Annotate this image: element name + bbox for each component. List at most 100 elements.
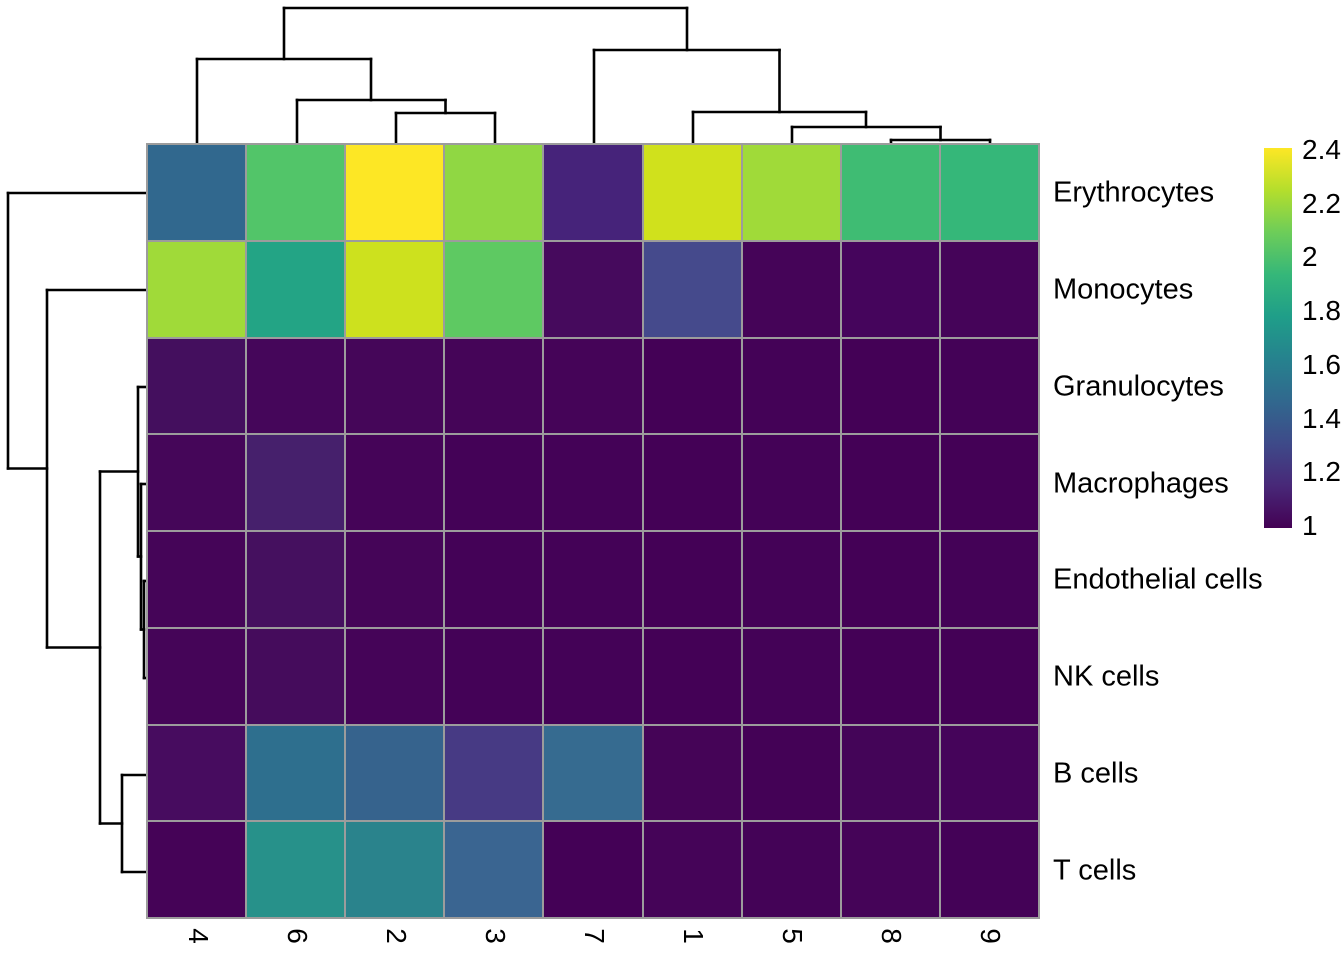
heatmap-cell [841, 435, 939, 530]
heatmap-cell [940, 628, 1038, 724]
heatmap-cell [841, 532, 939, 627]
heatmap-cell [148, 628, 246, 724]
heatmap-cell [247, 338, 345, 434]
colorbar-tick-label: 1.8 [1302, 295, 1341, 327]
heatmap-cell [841, 628, 939, 724]
heatmap-cell [643, 628, 741, 724]
heatmap-cell [742, 435, 840, 530]
heatmap-cell [643, 145, 741, 240]
heatmap-cell [742, 725, 840, 821]
heatmap-cell [247, 725, 345, 821]
heatmap-cell [742, 338, 840, 434]
heatmap-cell [544, 532, 642, 627]
column-label: 9 [975, 928, 1007, 944]
heatmap-cell [148, 532, 246, 627]
heatmap-cell [247, 435, 345, 530]
column-dendrogram [195, 6, 992, 147]
heatmap-cell [643, 725, 741, 821]
heatmap-cell [841, 145, 939, 240]
heatmap-cell [544, 435, 642, 530]
colorbar-tick-label: 2.4 [1302, 134, 1341, 165]
column-label: 8 [876, 928, 908, 944]
heatmap-cell [445, 725, 543, 821]
column-label: 1 [678, 928, 710, 944]
row-dendrogram [6, 191, 150, 874]
heatmap-cell [742, 145, 840, 240]
heatmap-cell [742, 532, 840, 627]
heatmap-cell [247, 145, 345, 240]
row-label: Granulocytes [1053, 370, 1224, 403]
heatmap-cell [544, 338, 642, 434]
heatmap-cell [742, 822, 840, 917]
colorbar-tick-label: 2 [1302, 241, 1318, 273]
heatmap-cell [346, 532, 444, 627]
heatmap-cell [346, 241, 444, 337]
heatmap-cell [544, 241, 642, 337]
column-label: 5 [777, 928, 809, 944]
heatmap-cell [841, 338, 939, 434]
heatmap-cell [148, 338, 246, 434]
column-label: 6 [281, 928, 313, 944]
heatmap-cell [445, 338, 543, 434]
heatmap-cell [841, 822, 939, 917]
heatmap-cell [445, 822, 543, 917]
heatmap-cell [940, 725, 1038, 821]
heatmap-cell [742, 628, 840, 724]
heatmap-cell [940, 145, 1038, 240]
column-label: 7 [579, 928, 610, 944]
row-label: Macrophages [1053, 467, 1229, 500]
heatmap-cell [544, 725, 642, 821]
heatmap-cell [247, 628, 345, 724]
column-label: 3 [479, 928, 511, 944]
row-label: Endothelial cells [1053, 563, 1263, 596]
row-label: T cells [1053, 854, 1137, 887]
heatmap-cell [940, 435, 1038, 530]
row-label: B cells [1053, 757, 1139, 790]
heatmap-cell [643, 241, 741, 337]
heatmap-cell [940, 822, 1038, 917]
colorbar-tick-label: 1.4 [1302, 402, 1341, 434]
colorbar-tick-label: 1.2 [1302, 456, 1341, 488]
heatmap-cell [643, 435, 741, 530]
colorbar-tick-label: 2.2 [1302, 187, 1341, 219]
heatmap-cell [742, 241, 840, 337]
heatmap-cell [544, 822, 642, 917]
heatmap-cell [445, 435, 543, 530]
heatmap-cell [445, 145, 543, 240]
heatmap-cell [148, 241, 246, 337]
heatmap-cell [544, 628, 642, 724]
row-label: Erythrocytes [1053, 176, 1215, 209]
heatmap-cell [346, 822, 444, 917]
heatmap-cell [148, 822, 246, 917]
heatmap-cell [643, 532, 741, 627]
heatmap-cell [445, 628, 543, 724]
heatmap-cell [247, 241, 345, 337]
heatmap-cell [940, 532, 1038, 627]
heatmap-cell [841, 725, 939, 821]
heatmap-cell [148, 145, 246, 240]
heatmap-cell [247, 822, 345, 917]
heatmap-cell [841, 241, 939, 337]
heatmap-cell [346, 725, 444, 821]
heatmap-cell [346, 628, 444, 724]
heatmap-cell [247, 532, 345, 627]
column-label: 4 [182, 928, 214, 944]
heatmap-cell [148, 725, 246, 821]
heatmap-cell [643, 338, 741, 434]
heatmap-cell [346, 145, 444, 240]
colorbar-tick-label: 1 [1302, 510, 1318, 541]
heatmap-cell [940, 338, 1038, 434]
heatmap-cell [346, 338, 444, 434]
heatmap-cell [940, 241, 1038, 337]
heatmap-cell [544, 145, 642, 240]
row-label: NK cells [1053, 660, 1160, 693]
heatmap-grid [146, 143, 1040, 919]
heatmap-cell [643, 822, 741, 917]
column-label: 2 [380, 928, 412, 944]
colorbar [1264, 148, 1292, 528]
row-label: Monocytes [1053, 273, 1194, 306]
heatmap-cell [148, 435, 246, 530]
heatmap-cell [346, 435, 444, 530]
heatmap-cell [445, 241, 543, 337]
